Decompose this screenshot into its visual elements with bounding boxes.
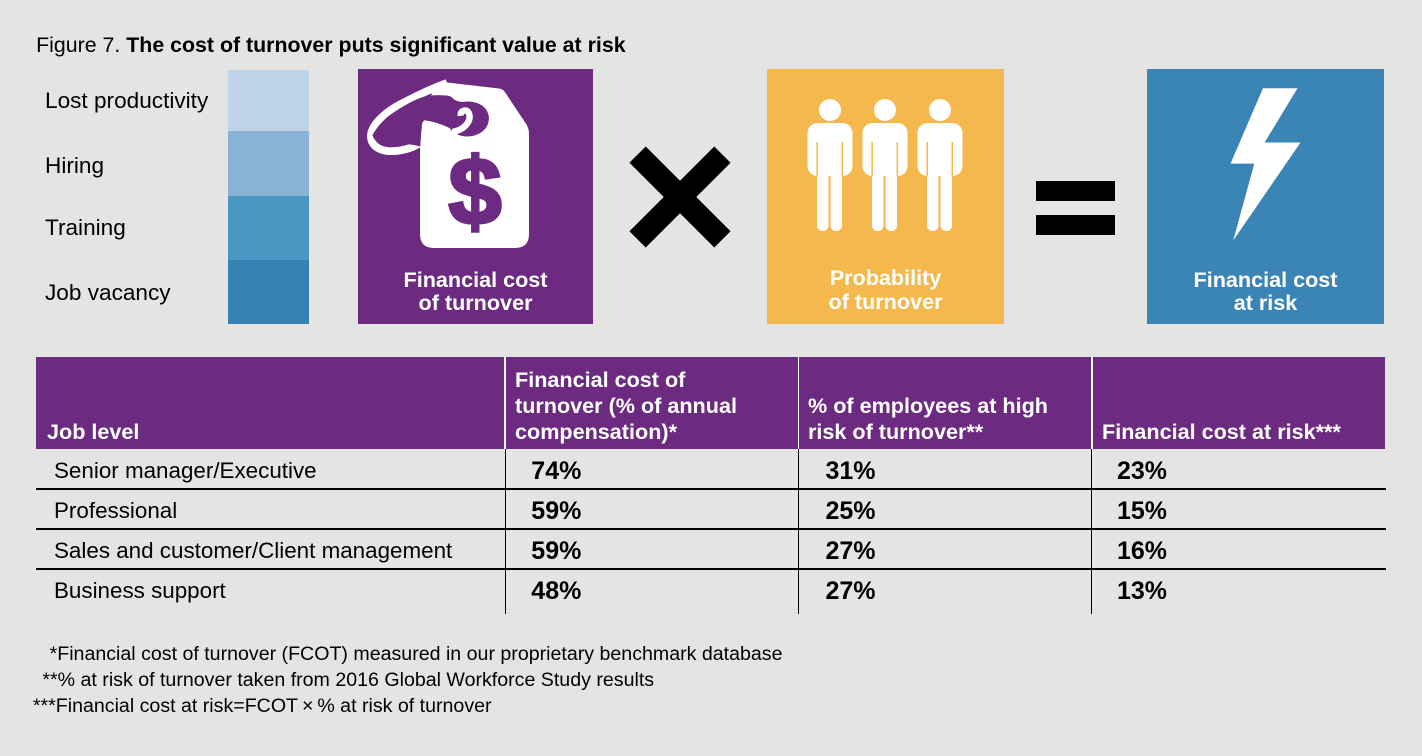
svg-text:$: $ [449,139,502,245]
